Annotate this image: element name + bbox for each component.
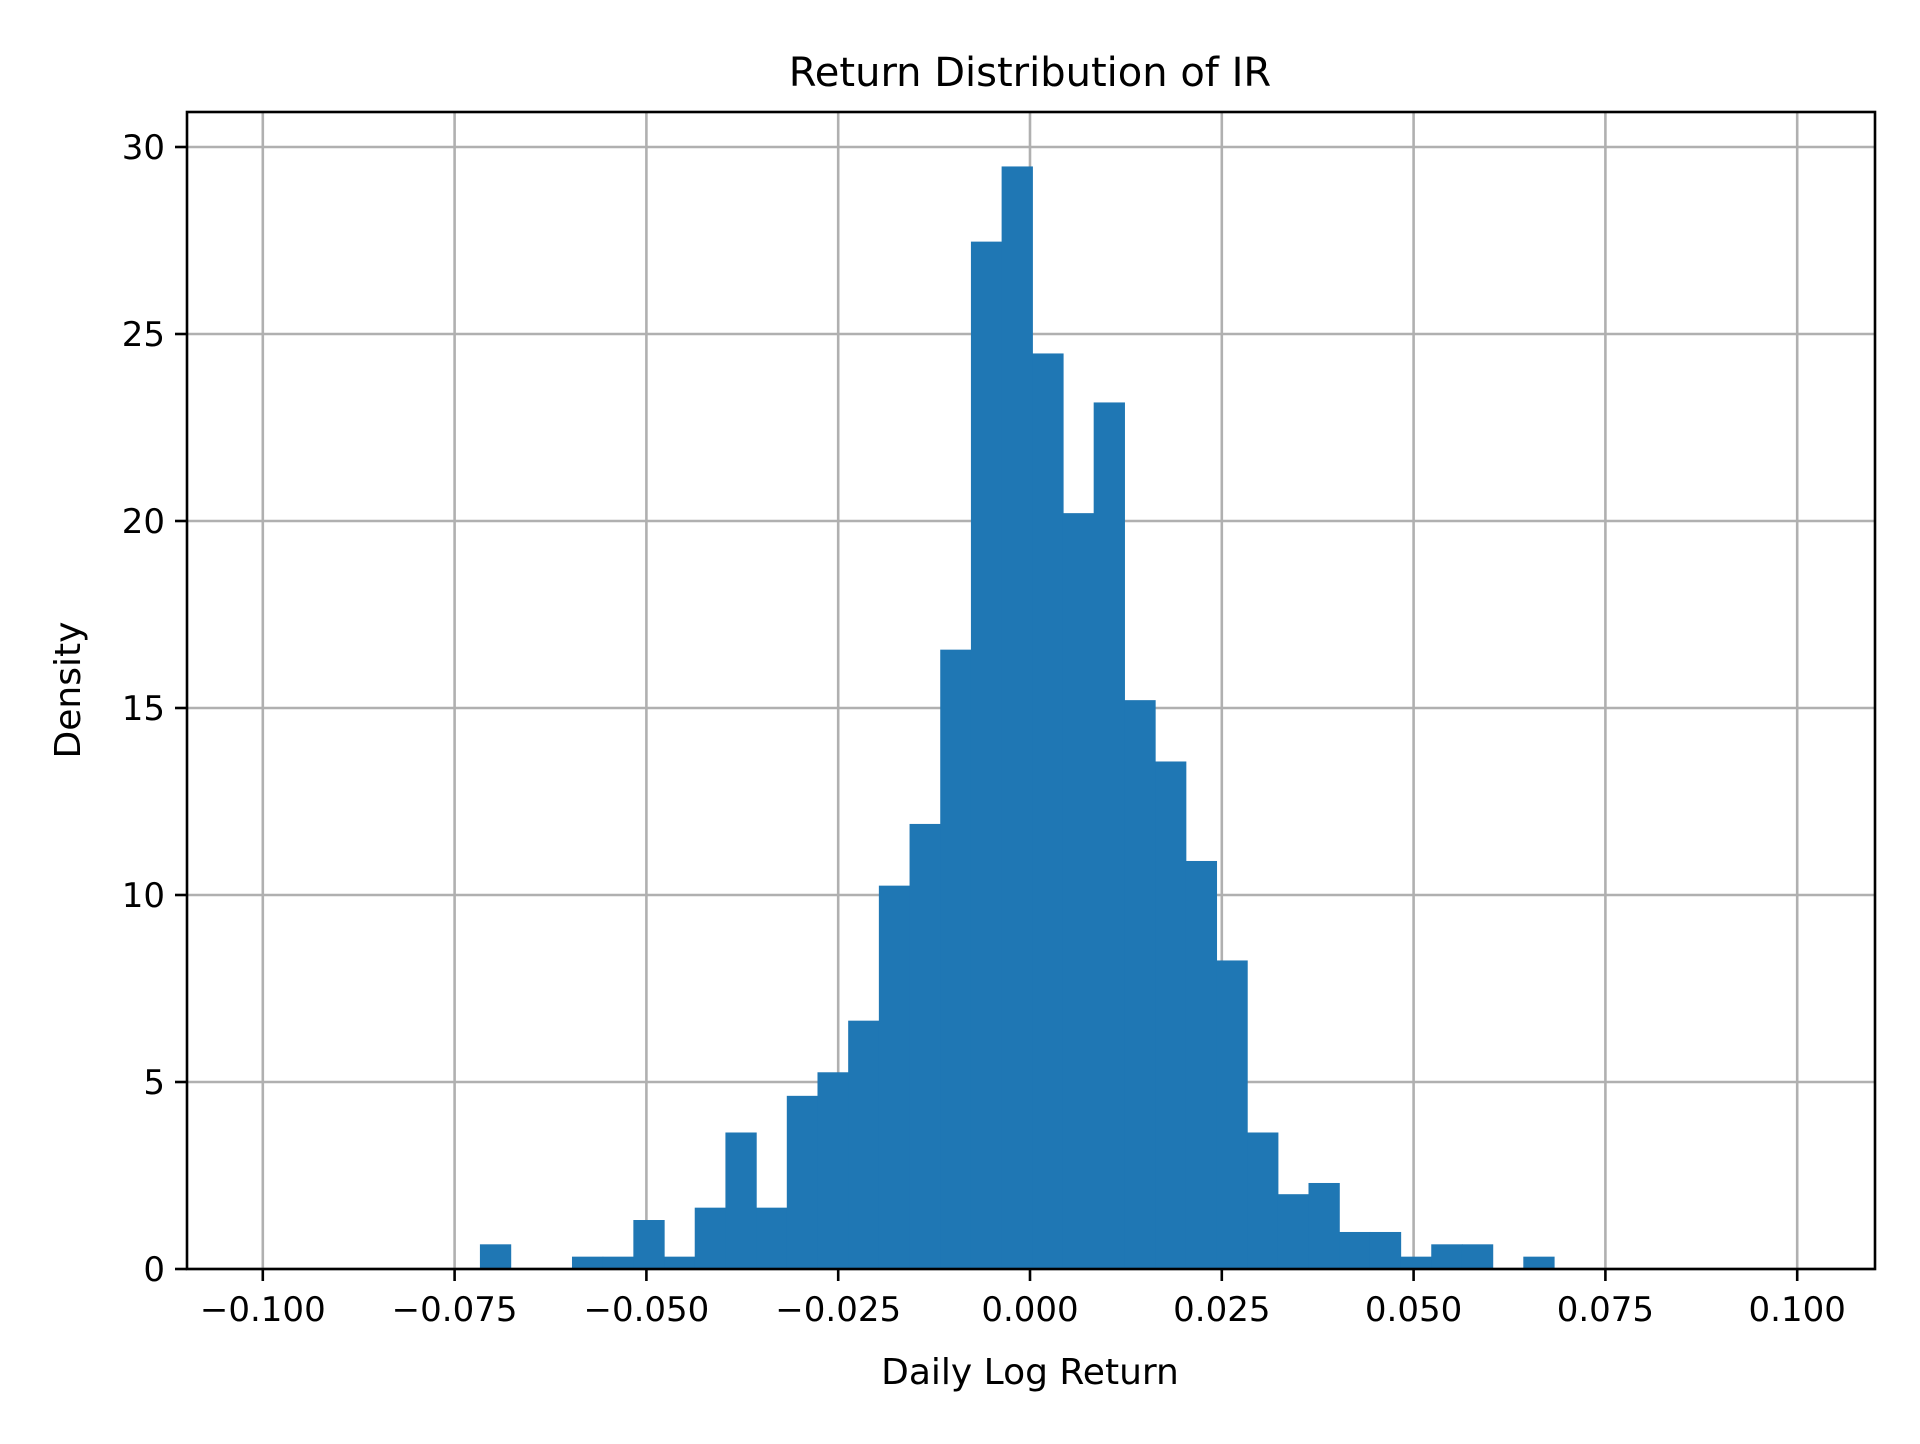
y-axis-ticks: 0 5 10 15 20 25 30 bbox=[122, 128, 187, 1290]
x-tick-label: 0.000 bbox=[981, 1290, 1078, 1330]
x-tick-label: 0.100 bbox=[1749, 1290, 1846, 1330]
histogram-bar bbox=[694, 1207, 727, 1269]
histogram-bar bbox=[1523, 1256, 1555, 1269]
y-tick-label: 10 bbox=[122, 876, 165, 916]
histogram-bar bbox=[1032, 353, 1064, 1269]
histogram-bar bbox=[1093, 402, 1125, 1269]
y-tick-label: 25 bbox=[122, 315, 165, 355]
chart-title: Return Distribution of IR bbox=[789, 50, 1271, 96]
y-tick-label: 0 bbox=[143, 1250, 165, 1290]
histogram-bar bbox=[940, 649, 972, 1269]
histogram-bar bbox=[970, 241, 1003, 1270]
x-tick-label: 0.025 bbox=[1173, 1290, 1270, 1330]
x-tick-label: −0.025 bbox=[775, 1290, 901, 1330]
histogram-bar bbox=[479, 1244, 512, 1269]
histogram-bars bbox=[479, 166, 1555, 1270]
y-tick-label: 30 bbox=[122, 128, 165, 168]
histogram-bar bbox=[664, 1256, 696, 1269]
histogram-bar bbox=[1277, 1194, 1310, 1269]
histogram-bar bbox=[1001, 166, 1033, 1269]
histogram-bar bbox=[1216, 960, 1248, 1269]
histogram-bar bbox=[1369, 1231, 1402, 1269]
y-tick-label: 5 bbox=[143, 1063, 165, 1103]
histogram-bar bbox=[1185, 860, 1218, 1269]
histogram-bar bbox=[1431, 1244, 1463, 1269]
y-axis-label: Density bbox=[48, 622, 89, 759]
histogram-bar bbox=[1062, 513, 1095, 1269]
x-tick-label: −0.075 bbox=[392, 1290, 518, 1330]
histogram-bar bbox=[848, 1020, 880, 1269]
x-tick-label: 0.050 bbox=[1365, 1290, 1462, 1330]
histogram-bar bbox=[602, 1256, 634, 1269]
histogram-bar bbox=[571, 1256, 604, 1269]
x-tick-label: −0.100 bbox=[200, 1290, 326, 1330]
histogram-bar bbox=[633, 1220, 665, 1269]
x-tick-label: 0.075 bbox=[1557, 1290, 1654, 1330]
x-axis-ticks: −0.100 −0.075 −0.050 −0.025 0.000 0.025 0.050 0… bbox=[200, 1269, 1846, 1330]
histogram-bar bbox=[1247, 1132, 1279, 1269]
histogram-bar bbox=[1461, 1244, 1494, 1269]
y-tick-label: 15 bbox=[122, 689, 165, 729]
histogram-bar bbox=[1400, 1256, 1432, 1269]
histogram-bar bbox=[786, 1095, 819, 1269]
histogram-bar bbox=[1339, 1231, 1371, 1269]
histogram-bar bbox=[725, 1132, 757, 1269]
histogram-bar bbox=[817, 1072, 849, 1269]
x-axis-label: Daily Log Return bbox=[881, 1352, 1179, 1393]
histogram-bar bbox=[756, 1207, 788, 1269]
histogram-bar bbox=[878, 885, 911, 1269]
x-tick-label: −0.050 bbox=[583, 1290, 709, 1330]
y-tick-label: 20 bbox=[122, 502, 165, 542]
histogram-bar bbox=[909, 823, 941, 1269]
histogram-bar bbox=[1124, 700, 1156, 1269]
histogram-bar bbox=[1308, 1182, 1340, 1269]
histogram-bar bbox=[1155, 761, 1187, 1269]
